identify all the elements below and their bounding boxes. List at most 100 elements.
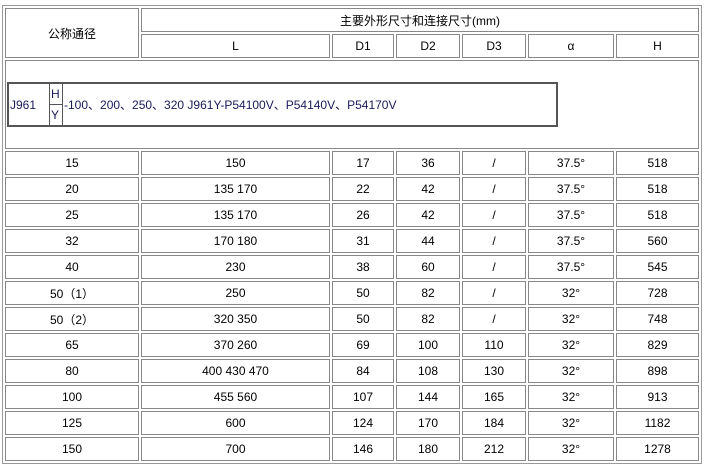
cell-alpha: 37.5°	[528, 203, 614, 227]
table-row: 80 400 430 470 84 108 130 32° 898	[5, 359, 699, 383]
cell-l: 600	[141, 411, 330, 435]
cell-h: 545	[616, 255, 699, 279]
cell-alpha: 32°	[528, 359, 614, 383]
cell-l: 370 260	[141, 333, 330, 357]
cell-d1: 26	[332, 203, 394, 227]
cell-alpha: 37.5°	[528, 255, 614, 279]
cell-d2: 42	[396, 203, 460, 227]
model-text: -100、200、250、320 J961Y-P54100V、P54140V、P…	[62, 82, 558, 127]
cell-d3: 110	[462, 333, 526, 357]
model-code: J961	[7, 82, 50, 127]
cell-l: 250	[141, 281, 330, 305]
table-row: 32 170 180 31 44/37.5° 560	[5, 229, 699, 253]
cell-d3: 165	[462, 385, 526, 409]
header-nominal: 公称通径	[5, 8, 139, 58]
cell-d1: 22	[332, 177, 394, 201]
header-d1: D1	[332, 34, 394, 58]
cell-d3: /	[462, 151, 526, 175]
table-row: 40 230 38 60/37.5° 545	[5, 255, 699, 279]
cell-nominal: 100	[5, 385, 139, 409]
header-alpha: α	[528, 34, 614, 58]
model-table: J961 H -100、200、250、320 J961Y-P54100V、P5…	[7, 82, 558, 127]
cell-h: 829	[616, 333, 699, 357]
header-h: H	[616, 34, 699, 58]
cell-d2: 42	[396, 177, 460, 201]
cell-l: 700	[141, 437, 330, 461]
cell-nominal: 65	[5, 333, 139, 357]
cell-alpha: 32°	[528, 437, 614, 461]
cell-d2: 44	[396, 229, 460, 253]
header-group: 主要外形尺寸和连接尺寸(mm)	[141, 8, 699, 32]
header-d2: D2	[396, 34, 460, 58]
cell-h: 748	[616, 307, 699, 331]
cell-d1: 50	[332, 307, 394, 331]
cell-alpha: 32°	[528, 333, 614, 357]
cell-h: 898	[616, 359, 699, 383]
cell-nominal: 50（1）	[5, 281, 139, 305]
cell-d1: 50	[332, 281, 394, 305]
cell-nominal: 125	[5, 411, 139, 435]
cell-d1: 38	[332, 255, 394, 279]
cell-alpha: 37.5°	[528, 177, 614, 201]
cell-d3: 184	[462, 411, 526, 435]
cell-h: 518	[616, 177, 699, 201]
cell-nominal: 80	[5, 359, 139, 383]
table-row: 25 135 170 26 42/37.5° 518	[5, 203, 699, 227]
table-row: 100 455 560 107 144 165 32° 913	[5, 385, 699, 409]
cell-alpha: 32°	[528, 307, 614, 331]
cell-l: 455 560	[141, 385, 330, 409]
cell-d2: 144	[396, 385, 460, 409]
cell-d1: 17	[332, 151, 394, 175]
cell-d1: 146	[332, 437, 394, 461]
cell-d3: /	[462, 307, 526, 331]
cell-d2: 82	[396, 281, 460, 305]
cell-d3: 212	[462, 437, 526, 461]
cell-l: 150	[141, 151, 330, 175]
cell-d2: 180	[396, 437, 460, 461]
model-y: Y	[49, 104, 63, 127]
cell-d2: 100	[396, 333, 460, 357]
cell-l: 135 170	[141, 203, 330, 227]
cell-nominal: 20	[5, 177, 139, 201]
table-row: 50（2） 320 350 50 82/32° 748	[5, 307, 699, 331]
table-row: 150 700 146 180 212 32° 1278	[5, 437, 699, 461]
cell-d1: 69	[332, 333, 394, 357]
table-row: 20 135 170 22 42/37.5° 518	[5, 177, 699, 201]
table-row: 50（1） 250 50 82/32° 728	[5, 281, 699, 305]
cell-d3: /	[462, 255, 526, 279]
table-row: 15 150 17 36/37.5° 518	[5, 151, 699, 175]
cell-d2: 36	[396, 151, 460, 175]
table-row: 65 370 260 69 100 110 32° 829	[5, 333, 699, 357]
cell-d3: 130	[462, 359, 526, 383]
model-h: H	[49, 82, 63, 105]
cell-d1: 124	[332, 411, 394, 435]
table-row: 125 600 124 170 184 32° 1182	[5, 411, 699, 435]
cell-l: 135 170	[141, 177, 330, 201]
cell-h: 1278	[616, 437, 699, 461]
cell-d3: /	[462, 203, 526, 227]
cell-alpha: 32°	[528, 411, 614, 435]
dimensions-table: 公称通径 主要外形尺寸和连接尺寸(mm) L D1 D2 D3 α H J961…	[2, 5, 702, 464]
cell-l: 230	[141, 255, 330, 279]
cell-nominal: 50（2）	[5, 307, 139, 331]
cell-d2: 82	[396, 307, 460, 331]
cell-l: 400 430 470	[141, 359, 330, 383]
cell-alpha: 32°	[528, 385, 614, 409]
cell-l: 320 350	[141, 307, 330, 331]
cell-h: 518	[616, 203, 699, 227]
cell-d3: /	[462, 281, 526, 305]
cell-d1: 31	[332, 229, 394, 253]
cell-d2: 60	[396, 255, 460, 279]
cell-nominal: 32	[5, 229, 139, 253]
cell-nominal: 25	[5, 203, 139, 227]
cell-d1: 84	[332, 359, 394, 383]
model-row: J961 H -100、200、250、320 J961Y-P54100V、P5…	[5, 60, 699, 149]
cell-nominal: 40	[5, 255, 139, 279]
cell-h: 913	[616, 385, 699, 409]
cell-alpha: 37.5°	[528, 151, 614, 175]
header-l: L	[141, 34, 330, 58]
cell-d3: /	[462, 177, 526, 201]
cell-alpha: 37.5°	[528, 229, 614, 253]
cell-d3: /	[462, 229, 526, 253]
cell-nominal: 150	[5, 437, 139, 461]
